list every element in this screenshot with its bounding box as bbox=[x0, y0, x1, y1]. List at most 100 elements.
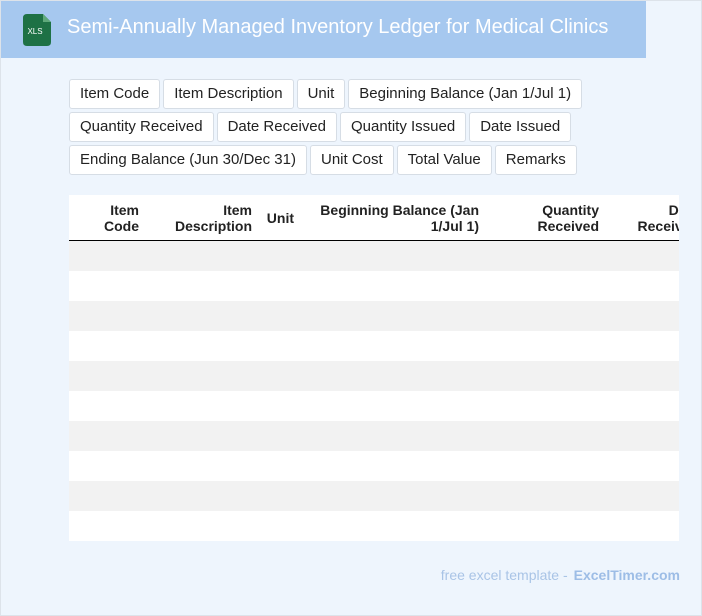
table-cell bbox=[301, 391, 486, 421]
table-cell bbox=[146, 481, 259, 511]
table-row bbox=[69, 481, 679, 511]
table-cell bbox=[259, 481, 301, 511]
table-row bbox=[69, 331, 679, 361]
column-header: Beginning Balance (Jan 1/Jul 1) bbox=[301, 195, 486, 241]
table-cell bbox=[69, 361, 146, 391]
table-cell bbox=[301, 511, 486, 541]
column-header: Item Description bbox=[146, 195, 259, 241]
table-cell bbox=[69, 331, 146, 361]
table-cell bbox=[259, 301, 301, 331]
table-cell bbox=[606, 481, 679, 511]
table-cell bbox=[486, 240, 606, 271]
field-chip[interactable]: Total Value bbox=[396, 145, 492, 175]
table-cell bbox=[301, 331, 486, 361]
table-cell bbox=[259, 271, 301, 301]
field-chips: Item Code Item Description Unit Beginning B… bbox=[69, 79, 589, 175]
footer-link[interactable]: ExcelTimer.com bbox=[573, 567, 680, 583]
table-cell bbox=[259, 391, 301, 421]
field-chip[interactable]: Item Code bbox=[69, 79, 161, 109]
footer-text: free excel template - bbox=[440, 567, 568, 583]
field-chip[interactable]: Unit bbox=[296, 79, 346, 109]
table-cell bbox=[301, 271, 486, 301]
table-cell bbox=[146, 421, 259, 451]
table-row bbox=[69, 451, 679, 481]
table-cell bbox=[146, 240, 259, 271]
field-chip[interactable]: Quantity Received bbox=[69, 112, 214, 142]
table-cell bbox=[301, 481, 486, 511]
ledger-table: Item Code Item Description Unit Beginning B… bbox=[69, 195, 679, 541]
icon-label: XLS bbox=[27, 27, 42, 36]
table-cell bbox=[146, 391, 259, 421]
table-cell bbox=[301, 361, 486, 391]
table-cell bbox=[69, 391, 146, 421]
table-cell bbox=[146, 361, 259, 391]
table-container: Item Code Item Description Unit Beginning B… bbox=[69, 195, 679, 541]
field-chip[interactable]: Unit Cost bbox=[309, 145, 394, 175]
table-cell bbox=[606, 391, 679, 421]
table-cell bbox=[146, 451, 259, 481]
table-cell bbox=[301, 421, 486, 451]
field-chip[interactable]: Remarks bbox=[494, 145, 577, 175]
footer: free excel template - ExcelTimer.com bbox=[441, 567, 680, 583]
table-cell bbox=[69, 271, 146, 301]
table-row bbox=[69, 421, 679, 451]
column-header: Date Received bbox=[606, 195, 679, 241]
table-cell bbox=[486, 481, 606, 511]
field-chip[interactable]: Beginning Balance (Jan 1/Jul 1) bbox=[348, 79, 583, 109]
table-cell bbox=[69, 481, 146, 511]
table-cell bbox=[69, 421, 146, 451]
table-cell bbox=[486, 361, 606, 391]
table-cell bbox=[486, 271, 606, 301]
table-row bbox=[69, 301, 679, 331]
table-cell bbox=[69, 511, 146, 541]
table-cell bbox=[301, 240, 486, 271]
table-row bbox=[69, 240, 679, 271]
table-cell bbox=[606, 421, 679, 451]
field-chip[interactable]: Ending Balance (Jun 30/Dec 31) bbox=[69, 145, 307, 175]
table-cell bbox=[606, 271, 679, 301]
table-cell bbox=[606, 511, 679, 541]
table-cell bbox=[69, 451, 146, 481]
title: Semi-Annually Managed Inventory Ledger f… bbox=[67, 16, 609, 38]
column-header: Item Code bbox=[69, 195, 146, 241]
table-cell bbox=[146, 301, 259, 331]
table-cell bbox=[146, 331, 259, 361]
table-cell bbox=[259, 240, 301, 271]
field-chip[interactable]: Date Received bbox=[216, 112, 337, 142]
header-bar: XLS Semi-Annually Managed Inventory Ledg… bbox=[1, 1, 646, 58]
table-cell bbox=[606, 301, 679, 331]
column-header: Quantity Received bbox=[486, 195, 606, 241]
table-cell bbox=[259, 331, 301, 361]
table-cell bbox=[486, 331, 606, 361]
table-row bbox=[69, 271, 679, 301]
field-chip[interactable]: Item Description bbox=[163, 79, 294, 109]
column-header: Unit bbox=[259, 195, 301, 241]
table-cell bbox=[606, 361, 679, 391]
table-cell bbox=[606, 240, 679, 271]
table-cell bbox=[486, 391, 606, 421]
table-cell bbox=[259, 511, 301, 541]
table-row bbox=[69, 391, 679, 421]
table-cell bbox=[146, 271, 259, 301]
xls-icon: XLS bbox=[23, 14, 51, 46]
table-row bbox=[69, 361, 679, 391]
header-row: Item Code Item Description Unit Beginning B… bbox=[69, 195, 679, 241]
table-cell bbox=[259, 361, 301, 391]
table-cell bbox=[146, 511, 259, 541]
table-cell bbox=[301, 301, 486, 331]
table-cell bbox=[486, 301, 606, 331]
table-cell bbox=[301, 451, 486, 481]
table-cell bbox=[486, 511, 606, 541]
table-cell bbox=[486, 421, 606, 451]
table-cell bbox=[606, 331, 679, 361]
table-cell bbox=[606, 451, 679, 481]
field-chip[interactable]: Quantity Issued bbox=[339, 112, 467, 142]
table-cell bbox=[69, 240, 146, 271]
table-row bbox=[69, 511, 679, 541]
table-cell bbox=[69, 301, 146, 331]
table-cell bbox=[259, 451, 301, 481]
field-chip[interactable]: Date Issued bbox=[469, 112, 572, 142]
table-cell bbox=[486, 451, 606, 481]
table-cell bbox=[259, 421, 301, 451]
